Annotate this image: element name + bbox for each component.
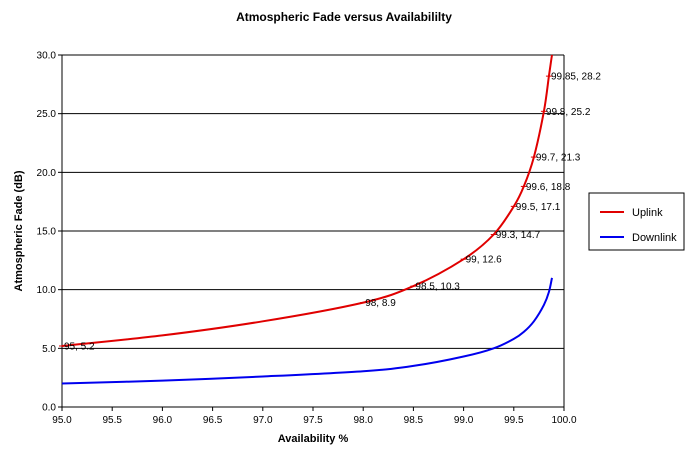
uplink-data-label: 99.85, 28.2 <box>551 72 601 83</box>
chart-title: Atmospheric Fade versus Availabililty <box>236 10 452 24</box>
x-tick-label: 97.0 <box>253 415 273 426</box>
uplink-data-label: 98.5, 10.3 <box>415 282 460 293</box>
y-tick-label: 15.0 <box>37 227 57 238</box>
data-labels: 95, 5.2 98, 8.9 98.5, 10.3 99, 12.6 99.3, 14… <box>59 72 601 352</box>
y-axis-title: Atmospheric Fade (dB) <box>13 170 25 291</box>
downlink-line <box>61 277 553 385</box>
y-tick-label: 10.0 <box>37 285 57 296</box>
y-tick-label: 30.0 <box>37 51 57 62</box>
uplink-data-label: 99.5, 17.1 <box>516 202 561 213</box>
legend-downlink-label: Downlink <box>632 232 677 244</box>
x-tick-label: 98.5 <box>404 415 424 426</box>
x-tick-label: 97.5 <box>303 415 323 426</box>
uplink-data-label: 99.8, 25.2 <box>546 107 591 118</box>
uplink-data-label: 99.7, 21.3 <box>536 153 581 164</box>
x-tick-label: 95.0 <box>52 415 72 426</box>
uplink-line <box>61 54 553 347</box>
x-tick-label: 98.0 <box>353 415 373 426</box>
y-tick-label: 5.0 <box>42 344 56 355</box>
tick-labels: 0.0 5.0 10.0 15.0 20.0 25.0 30.0 95.0 95.5 96.0 96… <box>37 51 577 427</box>
uplink-data-label: 99, 12.6 <box>466 255 503 266</box>
uplink-data-label: 95, 5.2 <box>64 341 95 352</box>
y-tick-label: 20.0 <box>37 168 57 179</box>
x-tick-label: 96.0 <box>153 415 173 426</box>
uplink-data-label: 98, 8.9 <box>365 298 396 309</box>
uplink-data-label: 99.6, 18.8 <box>526 182 571 193</box>
y-tick-label: 25.0 <box>37 109 57 120</box>
x-tick-label: 99.0 <box>454 415 474 426</box>
x-tick-label: 95.5 <box>102 415 122 426</box>
x-axis-title: Availability % <box>278 433 349 445</box>
x-tick-label: 100.0 <box>551 415 576 426</box>
uplink-data-label: 99.3, 14.7 <box>496 230 541 241</box>
series-lines <box>61 54 553 385</box>
x-tick-label: 96.5 <box>203 415 223 426</box>
x-tick-label: 99.5 <box>504 415 524 426</box>
axes <box>58 54 565 411</box>
legend: Uplink Downlink <box>588 192 685 251</box>
y-tick-label: 0.0 <box>42 403 56 414</box>
legend-box <box>588 192 685 251</box>
gridlines <box>62 54 564 349</box>
legend-uplink-label: Uplink <box>632 207 663 219</box>
